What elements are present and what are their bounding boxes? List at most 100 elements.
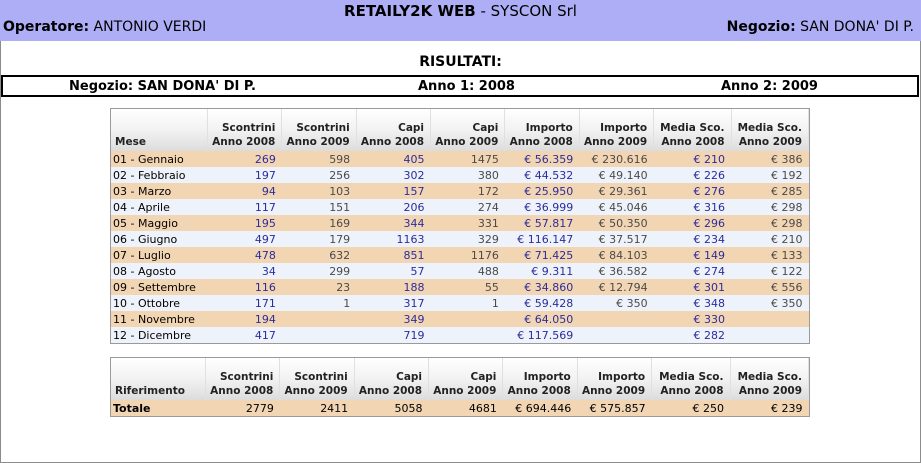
column-header: Importo Anno 2008 — [504, 109, 580, 151]
table-cell: € 226 — [653, 167, 731, 183]
table-cell: 194 — [207, 311, 282, 327]
table-cell: € 84.103 — [579, 247, 654, 263]
month-row: 06 - Giugno 497 179 1163 329 € 116.147 € 37.51… — [111, 231, 809, 247]
table-cell: 405 — [356, 151, 431, 167]
table-cell: € 116.147 — [504, 231, 580, 247]
row-label: 09 - Settembre — [111, 279, 208, 295]
table-cell: € 71.425 — [504, 247, 580, 263]
table-cell: 632 — [281, 247, 357, 263]
table-cell: 116 — [207, 279, 282, 295]
table-cell: 317 — [356, 295, 431, 311]
table-cell: € 298 — [731, 199, 809, 215]
monthly-results-table: Mese Scontrini Anno 2008 Scontrini Anno 2009… — [110, 108, 810, 344]
row-label: 03 - Marzo — [111, 183, 208, 199]
table-cell: € 29.361 — [579, 183, 654, 199]
table-cell: 344 — [356, 215, 431, 231]
table-cell: 57 — [356, 263, 431, 279]
table-cell: 1 — [281, 295, 357, 311]
table-cell: 719 — [356, 327, 431, 343]
table-cell: 331 — [430, 215, 505, 231]
month-row: 11 - Novembre 194 349 € 64.050 € 330 — [111, 311, 809, 327]
table-cell — [579, 311, 654, 327]
table-cell: € 49.140 — [579, 167, 654, 183]
table-cell: € 57.817 — [504, 215, 580, 231]
row-label: 10 - Ottobre — [111, 295, 208, 311]
column-header: Capi Anno 2008 — [354, 358, 430, 400]
table-cell: 172 — [430, 183, 505, 199]
filter-store: Negozio: SAN DONA' DI P. — [69, 79, 256, 94]
table-cell: 5058 — [354, 400, 429, 416]
table-cell: € 44.532 — [504, 167, 580, 183]
filter-year1: Anno 1: 2008 — [418, 79, 515, 94]
table-cell: 1163 — [356, 231, 431, 247]
month-row: 08 - Agosto 34 299 57 488 € 9.311 € 36.582 € 27… — [111, 263, 809, 279]
table-cell: € 316 — [653, 199, 731, 215]
store-info: Negozio: SAN DONA' DI P. — [726, 19, 914, 35]
month-row: 01 - Gennaio 269 598 405 1475 € 56.359 € 230.6… — [111, 151, 809, 167]
column-header: Importo Anno 2008 — [502, 358, 578, 400]
table-cell: 274 — [430, 199, 505, 215]
table-cell: 302 — [356, 167, 431, 183]
table-cell: € 45.046 — [579, 199, 654, 215]
table-cell: € 250 — [651, 400, 731, 416]
table-cell: 2779 — [205, 400, 280, 416]
month-row: 09 - Settembre 116 23 188 55 € 34.860 € 12.794… — [111, 279, 809, 295]
table-cell: € 122 — [731, 263, 809, 279]
table-cell: 151 — [281, 199, 357, 215]
table-cell: € 50.350 — [579, 215, 654, 231]
table-cell: 188 — [356, 279, 431, 295]
table-cell: 851 — [356, 247, 431, 263]
total-row: Totale 2779 2411 5058 4681 € 694.446 € 575.857… — [111, 400, 809, 416]
table-cell: 256 — [281, 167, 357, 183]
table-cell: € 210 — [653, 151, 731, 167]
row-label: 05 - Maggio — [111, 215, 208, 231]
table-cell: 34 — [207, 263, 282, 279]
column-header: Media Sco. Anno 2008 — [651, 358, 731, 400]
month-row: 03 - Marzo 94 103 157 172 € 25.950 € 29.361 € 2… — [111, 183, 809, 199]
table-cell: € 192 — [731, 167, 809, 183]
row-label: 02 - Febbraio — [111, 167, 208, 183]
column-header: Scontrini Anno 2009 — [279, 358, 355, 400]
table-cell: € 64.050 — [504, 311, 580, 327]
table-cell: € 285 — [731, 183, 809, 199]
table-cell: € 575.857 — [577, 400, 652, 416]
table-cell: € 234 — [653, 231, 731, 247]
table-cell: € 350 — [579, 295, 654, 311]
table-cell: € 301 — [653, 279, 731, 295]
row-label: 08 - Agosto — [111, 263, 208, 279]
month-row: 02 - Febbraio 197 256 302 380 € 44.532 € 49.14… — [111, 167, 809, 183]
table-cell: € 274 — [653, 263, 731, 279]
results-title: RISULTATI: — [419, 54, 502, 70]
table-cell: € 12.794 — [579, 279, 654, 295]
column-header: Mese — [111, 109, 208, 151]
table-cell: € 350 — [731, 295, 809, 311]
column-header: Scontrini Anno 2008 — [205, 358, 281, 400]
column-header: Capi Anno 2009 — [428, 358, 504, 400]
table-cell: 55 — [430, 279, 505, 295]
row-label: 06 - Giugno — [111, 231, 208, 247]
filter-year2: Anno 2: 2009 — [721, 79, 818, 94]
table-cell: 197 — [207, 167, 282, 183]
row-label: 01 - Gennaio — [111, 151, 208, 167]
table-cell: € 230.616 — [579, 151, 654, 167]
table-cell: € 694.446 — [502, 400, 578, 416]
app-title: RETAILY2K WEB - SYSCON Srl — [344, 2, 577, 20]
table-cell: 299 — [281, 263, 357, 279]
row-label: 12 - Dicembre — [111, 327, 208, 343]
table-cell — [579, 327, 654, 343]
table-cell — [281, 311, 357, 327]
table-cell: 380 — [430, 167, 505, 183]
table-cell: 4681 — [428, 400, 503, 416]
column-header: Media Sco. Anno 2009 — [731, 109, 809, 151]
table-cell: € 25.950 — [504, 183, 580, 199]
table-cell: 195 — [207, 215, 282, 231]
table-cell: € 282 — [653, 327, 731, 343]
table-cell: 1475 — [430, 151, 505, 167]
column-header: Scontrini Anno 2009 — [281, 109, 357, 151]
row-label: 11 - Novembre — [111, 311, 208, 327]
table-cell: € 36.999 — [504, 199, 580, 215]
row-label: 04 - Aprile — [111, 199, 208, 215]
month-row: 07 - Luglio 478 632 851 1176 € 71.425 € 84.103… — [111, 247, 809, 263]
row-label: 07 - Luglio — [111, 247, 208, 263]
table-cell: 269 — [207, 151, 282, 167]
